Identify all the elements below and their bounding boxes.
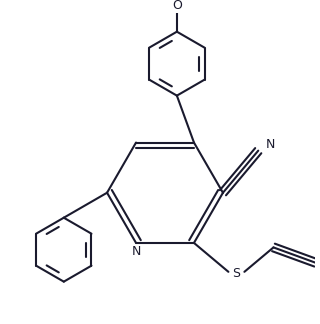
Text: N: N (266, 138, 275, 151)
Text: S: S (232, 267, 240, 280)
Text: O: O (172, 0, 182, 12)
Text: N: N (131, 245, 141, 259)
